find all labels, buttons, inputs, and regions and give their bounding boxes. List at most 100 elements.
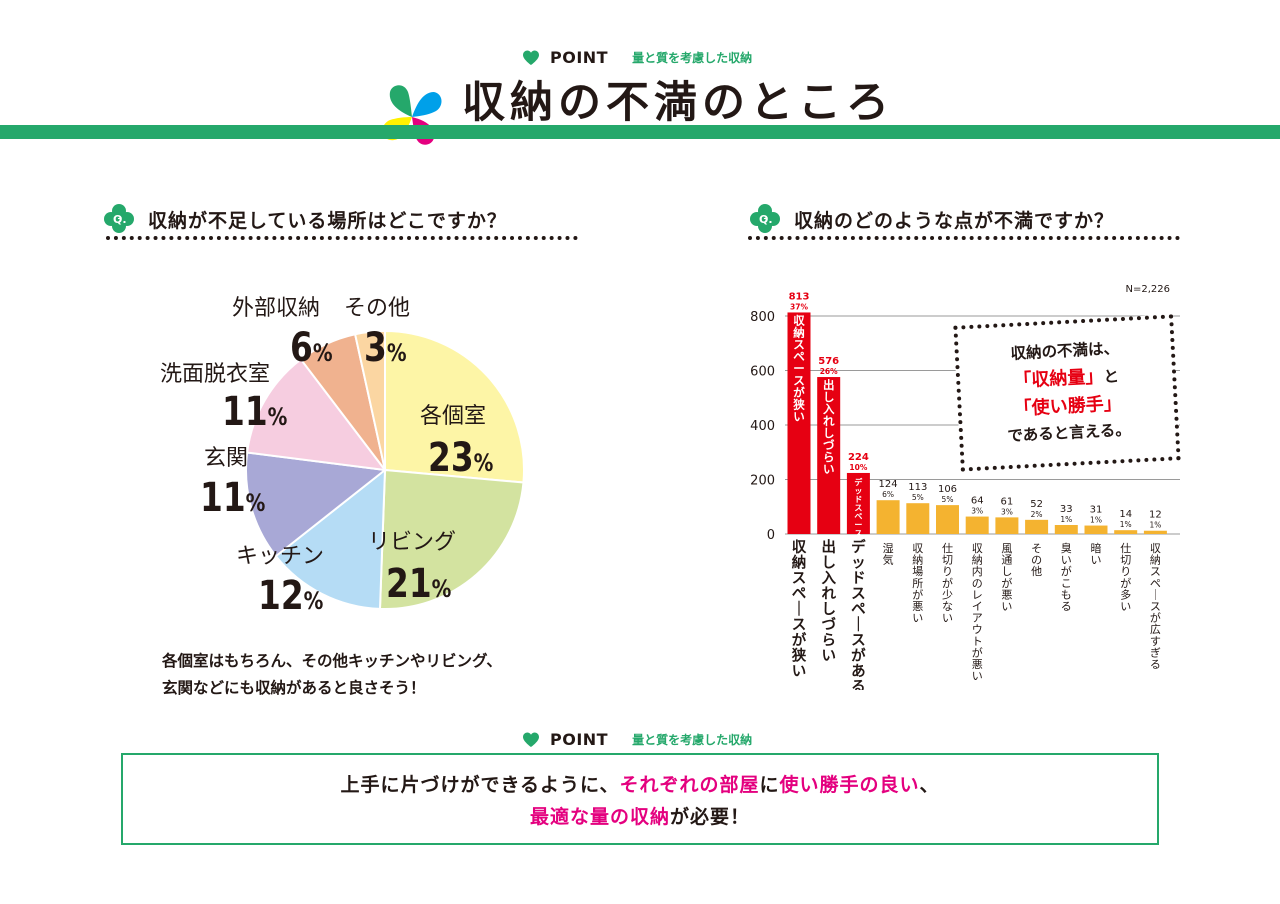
bar: [1025, 519, 1049, 534]
bar-value-label: 33: [1060, 504, 1073, 515]
x-category-label: ペ: [851, 602, 866, 618]
x-category-label: 切: [942, 554, 953, 567]
x-category-label: 気: [883, 553, 894, 567]
bar: [787, 312, 811, 534]
x-category-label: 収: [972, 542, 983, 555]
pie-label-living: リビング: [368, 530, 457, 555]
pie-label-senmen: 洗面脱衣室: [160, 362, 271, 387]
conclusion-box: 上手に片づけができるように、それぞれの部屋に使い勝手の良い、 最適な量の収納が必…: [121, 753, 1159, 845]
x-category-label: る: [1061, 600, 1072, 613]
x-category-label: 入: [821, 570, 836, 587]
point-subtitle: 量と質を考慮した収納: [632, 733, 753, 747]
bar-inner-label: あ: [854, 546, 862, 555]
x-category-label: し: [1001, 565, 1012, 578]
pie-pct-kitchen: 12%: [258, 576, 323, 621]
bar-inner-label: 納: [793, 325, 805, 339]
pie-label-kitchen: キッチン: [236, 544, 325, 569]
bar-inner-label: ス: [854, 529, 862, 538]
pie-pct-suffix: %: [267, 403, 288, 431]
pie-slice: [245, 357, 388, 472]
x-category-label: ア: [972, 612, 983, 625]
header-divider: [0, 125, 1280, 139]
x-category-label: ｜: [792, 600, 807, 618]
x-category-label: が: [1120, 576, 1131, 590]
bar-inner-label: ー: [854, 520, 862, 529]
x-category-label: ト: [972, 635, 983, 648]
bar: [1084, 525, 1108, 534]
bar-pct-label: 26%: [820, 367, 838, 376]
x-category-label: あ: [851, 663, 866, 680]
heart-icon: [523, 50, 539, 65]
bar: [1143, 530, 1167, 534]
x-category-label: 多: [1120, 587, 1131, 601]
pie-pct-suffix: %: [245, 489, 266, 517]
x-category-label: 納: [972, 554, 983, 567]
n-label: N=2,226: [1126, 284, 1171, 295]
x-category-label: が: [972, 645, 983, 659]
bar-inner-label: ッ: [854, 486, 862, 495]
bar: [846, 472, 870, 534]
bar-inner-label: 収: [793, 313, 805, 327]
bar-pct-label: 5%: [942, 495, 954, 504]
x-category-label: 所: [912, 577, 923, 590]
q-clover-icon: Q.: [104, 204, 134, 233]
x-category-label: 狭: [791, 647, 807, 665]
bar-inner-label: し: [823, 390, 835, 404]
emphasis-span: 最適な量の収納: [529, 806, 670, 828]
x-category-label: 悪: [912, 600, 923, 613]
conclusion-line-1: 上手に片づけができるように、それぞれの部屋に使い勝手の良い、: [123, 769, 1157, 801]
x-category-label: 悪: [1001, 588, 1012, 601]
y-tick-label: 400: [750, 419, 775, 434]
pie-label-genkan: 玄関: [204, 446, 249, 471]
pie-chart: [245, 329, 525, 610]
bottom-point-row: POINT 量と質を考慮した収納: [522, 730, 752, 749]
bar-inner-label: 狭: [792, 397, 805, 411]
pie-slice: [274, 467, 387, 610]
x-category-label: 内: [972, 564, 983, 578]
x-category-label: ス: [792, 618, 807, 634]
x-category-label: ド: [851, 571, 866, 587]
bar-inner-label: い: [823, 462, 835, 476]
bar-inner-label: ス: [793, 337, 805, 351]
x-category-label: ス: [1150, 600, 1161, 613]
x-category-label: い: [912, 612, 923, 625]
x-category-label: い: [942, 612, 953, 625]
pie-label-sonota: その他: [344, 296, 411, 321]
x-category-label: ペ: [1150, 577, 1161, 590]
x-category-label: イ: [972, 600, 983, 613]
pie-slice: [353, 329, 386, 471]
x-category-label: 納: [1150, 554, 1161, 567]
clover-logo-icon: [382, 85, 442, 145]
x-category-label: い: [792, 664, 807, 680]
x-category-label: が: [1001, 576, 1012, 590]
x-category-label: し: [821, 555, 836, 572]
bar-inner-label: し: [823, 426, 835, 440]
x-category-label: ス: [1150, 565, 1161, 578]
heart-icon: [523, 732, 539, 747]
x-category-label: い: [1120, 600, 1131, 613]
text-span: が必要！: [670, 806, 751, 828]
bar-value-label: 576: [818, 356, 839, 367]
x-category-label: の: [1031, 554, 1042, 567]
x-category-label: ら: [821, 632, 836, 649]
bar-inner-label: ペ: [854, 512, 862, 521]
x-category-label: が: [792, 631, 807, 649]
x-category-label: ウ: [972, 623, 983, 636]
x-category-label: 悪: [972, 658, 983, 671]
pie-pct-value: 11: [200, 475, 246, 521]
x-category-label: ぎ: [1150, 645, 1161, 659]
q-badge-text: Q.: [759, 213, 773, 226]
pie-pct-suffix: %: [473, 449, 494, 477]
bar-inner-label: い: [793, 409, 805, 423]
x-category-label: ス: [851, 587, 866, 603]
x-category-label: ペ: [792, 587, 807, 603]
bar-inner-label: ー: [793, 361, 805, 375]
bar-pct-label: 1%: [1149, 521, 1161, 530]
x-category-label: も: [1061, 588, 1072, 601]
pie-pct-sonota: 3%: [364, 328, 407, 373]
pie-pct-suffix: %: [386, 339, 407, 367]
x-category-label: ス: [851, 633, 866, 649]
bar-pct-label: 3%: [1001, 507, 1013, 516]
x-category-label: ス: [792, 571, 807, 587]
q-badge-text: Q.: [113, 213, 127, 226]
